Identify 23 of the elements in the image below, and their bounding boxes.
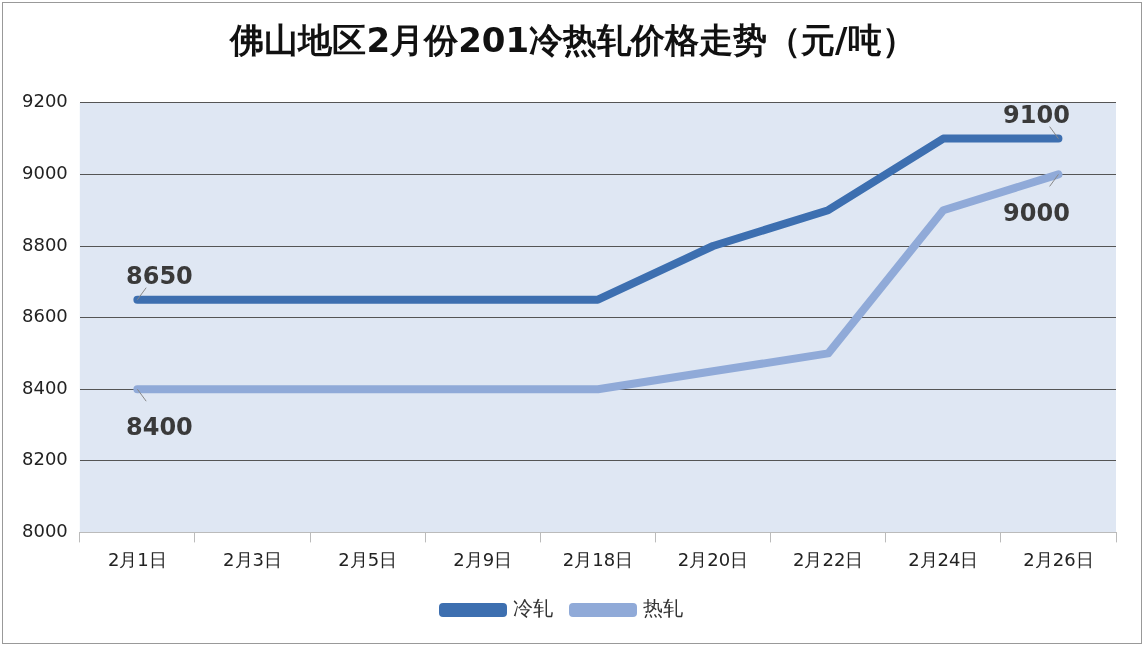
legend-label: 冷轧	[513, 596, 553, 621]
data-label: 8650	[125, 261, 193, 290]
x-tick-label: 2月1日	[107, 548, 167, 570]
x-tick-label: 2月22日	[792, 548, 864, 570]
x-tick-label: 2月3日	[223, 548, 282, 570]
x-tick-label: 2月26日	[1023, 548, 1094, 570]
x-tick-label: 2月20日	[677, 548, 749, 570]
x-tick-label: 2月5日	[338, 548, 398, 570]
y-tick-label: 9200	[22, 90, 68, 112]
x-tick-label: 2月24日	[908, 548, 979, 570]
chart-title: 佛山地区2月份201冷热轧价格走势（元/吨）	[228, 19, 917, 62]
data-label: 8400	[125, 413, 193, 442]
data-label: 9100	[1003, 100, 1070, 129]
y-tick-label: 8600	[22, 305, 68, 327]
x-tick-label: 2月9日	[453, 548, 513, 570]
legend-label: 热轧	[643, 596, 683, 621]
x-tick-label: 2月18日	[562, 548, 634, 570]
y-tick-label: 9000	[22, 162, 68, 184]
y-tick-label: 8000	[22, 520, 68, 542]
data-label: 9000	[1003, 198, 1070, 227]
y-tick-label: 8800	[22, 233, 68, 255]
y-tick-label: 8400	[22, 376, 68, 398]
y-tick-label: 8200	[22, 448, 68, 470]
